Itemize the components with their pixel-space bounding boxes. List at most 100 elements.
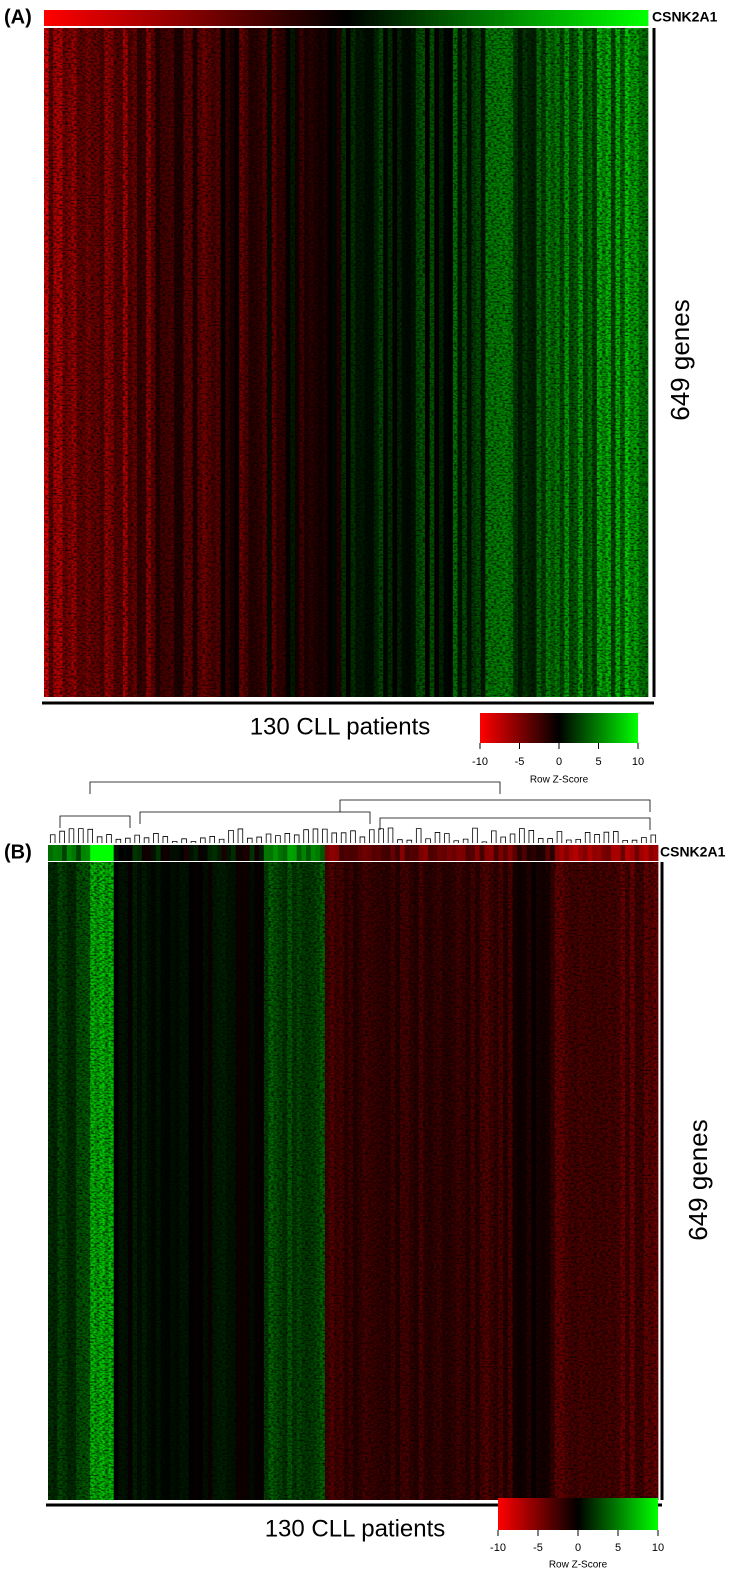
annotation-cell bbox=[271, 10, 277, 26]
dendrogram-branch bbox=[340, 832, 347, 843]
annotation-cell bbox=[390, 845, 396, 861]
annotation-cell bbox=[211, 10, 217, 26]
dendrogram-branch bbox=[491, 830, 497, 843]
annotation-cell bbox=[348, 845, 354, 861]
color-bar-title: Row Z-Score bbox=[549, 1560, 608, 1571]
dendrogram-branch bbox=[415, 828, 422, 843]
dendrogram-branch bbox=[115, 838, 122, 843]
dendrogram-branch bbox=[190, 841, 197, 843]
annotation-cell bbox=[615, 10, 621, 26]
heatmap-texture bbox=[48, 862, 658, 1500]
annotation-cell bbox=[165, 845, 171, 861]
annotation-cell bbox=[90, 845, 96, 861]
annotation-cell bbox=[634, 845, 640, 861]
annotation-cell bbox=[221, 845, 227, 861]
annotation-cell bbox=[484, 845, 490, 861]
annotation-cell bbox=[475, 845, 481, 861]
annotation-cell bbox=[48, 10, 54, 26]
dendrogram-branch bbox=[378, 828, 384, 843]
annotation-cell bbox=[113, 10, 119, 26]
annotation-cell bbox=[53, 10, 59, 26]
annotation-cell bbox=[169, 10, 175, 26]
annotation-cell bbox=[62, 845, 68, 861]
annotation-cell bbox=[353, 845, 359, 861]
annotation-cell bbox=[141, 845, 147, 861]
annotation-cell bbox=[313, 10, 319, 26]
annotation-cell bbox=[81, 10, 87, 26]
annotation-cell bbox=[183, 10, 189, 26]
annotation-cell bbox=[569, 10, 575, 26]
annotation-cell bbox=[448, 10, 454, 26]
annotation-cell bbox=[371, 845, 377, 861]
dendrogram-branch bbox=[350, 830, 356, 843]
annotation-cell bbox=[155, 845, 162, 861]
annotation-cell bbox=[545, 10, 551, 26]
dendrogram-branch bbox=[397, 839, 403, 843]
annotation-cell bbox=[318, 10, 324, 26]
annotation-cell bbox=[429, 10, 435, 26]
annotation-label: CSNK2A1 bbox=[660, 844, 726, 860]
annotation-cell bbox=[471, 10, 477, 26]
annotation-cell bbox=[625, 845, 631, 861]
annotation-cell bbox=[174, 845, 180, 861]
dendrogram-branch bbox=[153, 833, 159, 843]
dendrogram-branch bbox=[425, 838, 431, 843]
annotation-cell bbox=[615, 845, 621, 861]
annotation-cell bbox=[367, 845, 373, 861]
dendrogram-branch bbox=[275, 835, 281, 843]
annotation-cell bbox=[499, 10, 505, 26]
annotation-cell bbox=[446, 845, 452, 861]
annotation-cell bbox=[437, 845, 443, 861]
annotation-cell bbox=[470, 845, 476, 861]
annotation-cell bbox=[638, 10, 644, 26]
annotation-cell bbox=[282, 845, 288, 861]
annotation-cell bbox=[357, 845, 363, 861]
annotation-cell bbox=[452, 10, 458, 26]
annotation-cell bbox=[216, 845, 223, 861]
annotation-cell bbox=[146, 10, 152, 26]
dendrogram-branch bbox=[566, 839, 572, 843]
y-axis-label: 649 genes bbox=[665, 299, 695, 420]
dendrogram-branch bbox=[303, 829, 309, 843]
dendrogram-branch bbox=[387, 827, 394, 843]
annotation-cell bbox=[262, 10, 268, 26]
color-bar bbox=[480, 713, 638, 743]
annotation-cell bbox=[80, 845, 86, 861]
annotation-cell bbox=[513, 10, 519, 26]
annotation-cell bbox=[404, 845, 410, 861]
dendrogram-branch bbox=[509, 833, 516, 843]
annotation-cell bbox=[428, 845, 434, 861]
annotation-cell bbox=[276, 10, 282, 26]
annotation-cell bbox=[451, 845, 457, 861]
annotation-cell bbox=[280, 10, 286, 26]
annotation-cell bbox=[381, 845, 387, 861]
dendrogram bbox=[49, 781, 657, 843]
panel-label: (B) bbox=[4, 841, 32, 863]
dendrogram-branch bbox=[162, 836, 169, 843]
heatmap bbox=[44, 10, 649, 697]
annotation-cell bbox=[310, 845, 316, 861]
color-bar-tick-label: -10 bbox=[472, 756, 488, 768]
color-bar-tick-label: -10 bbox=[490, 1542, 506, 1554]
dendrogram-branch bbox=[134, 834, 140, 843]
annotation-cell bbox=[95, 10, 101, 26]
panel-label: (A) bbox=[4, 6, 32, 28]
annotation-cell bbox=[409, 845, 415, 861]
heatmap bbox=[48, 845, 659, 1500]
annotation-cell bbox=[67, 10, 73, 26]
dendrogram-branch bbox=[594, 834, 600, 843]
annotation-cell bbox=[197, 10, 203, 26]
annotation-cell bbox=[178, 10, 184, 26]
color-bar-title: Row Z-Score bbox=[530, 775, 589, 786]
annotation-cell bbox=[601, 845, 607, 861]
annotation-cell bbox=[620, 845, 626, 861]
annotation-cell bbox=[629, 845, 635, 861]
annotation-cell bbox=[611, 845, 617, 861]
dendrogram-branch bbox=[181, 838, 187, 843]
dendrogram-branch bbox=[200, 837, 206, 843]
annotation-cell bbox=[536, 10, 542, 26]
annotation-cell bbox=[243, 10, 249, 26]
annotation-cell bbox=[57, 10, 63, 26]
color-bar-tick-label: -5 bbox=[515, 756, 525, 768]
annotation-cell bbox=[531, 10, 537, 26]
